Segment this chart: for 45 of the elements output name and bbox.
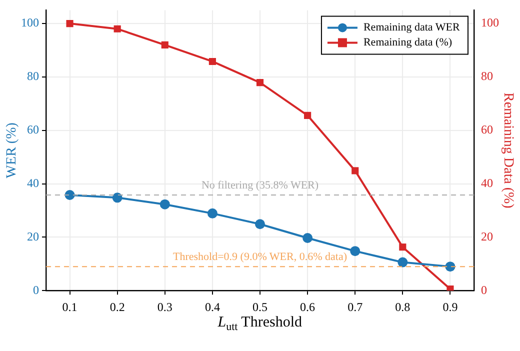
point [256,79,264,86]
x-tick-label: 0.6 [300,300,316,314]
y-tick-label: 0 [33,282,39,297]
point [66,20,74,28]
y2-tick-label: 80 [481,69,493,84]
y-axis-title: WER (%) [4,122,20,178]
y-tick-label: 40 [27,176,39,190]
point [445,262,456,272]
ref-line-label: Threshold=0.9 (9.0% WER, 0.6% data) [172,250,348,263]
y2-tick-label: 100 [481,16,499,30]
point [207,208,218,218]
legend-label: Remaining data WER [363,22,460,34]
y2-tick-label: 40 [481,176,493,190]
point [398,257,408,268]
point [399,244,406,251]
x-tick-label: 0.9 [442,300,458,314]
point [302,232,313,243]
y2-tick-label: 60 [481,122,493,137]
point [304,112,312,119]
x-tick-label: 0.4 [204,300,220,314]
x-tick-label: 0.3 [157,300,172,314]
y-tick-label: 20 [27,229,39,244]
legend-label: Remaining data (%) [363,36,452,49]
point [161,41,168,48]
point [114,25,121,32]
x-tick-label: 0.8 [395,300,410,314]
point [255,219,265,230]
point [350,246,360,256]
point [352,167,359,174]
ref-line-label: No filtering (35.8% WER) [201,179,319,192]
point [64,190,75,200]
x-tick-label: 0.7 [348,300,363,314]
x-tick-label: 0.1 [62,300,78,314]
y-tick-label: 60 [27,122,39,137]
point [112,192,122,203]
y-tick-label: 100 [21,16,39,30]
x-tick-label: 0.2 [110,300,125,314]
point [446,285,454,291]
y2-tick-label: 0 [481,282,487,297]
y2-tick-label: 20 [481,229,493,244]
point [208,58,216,66]
y2-axis-title: Remaining Data (%) [500,92,516,209]
point [160,199,170,210]
x-tick-label: 0.5 [252,300,268,314]
y-tick-label: 80 [27,69,39,84]
